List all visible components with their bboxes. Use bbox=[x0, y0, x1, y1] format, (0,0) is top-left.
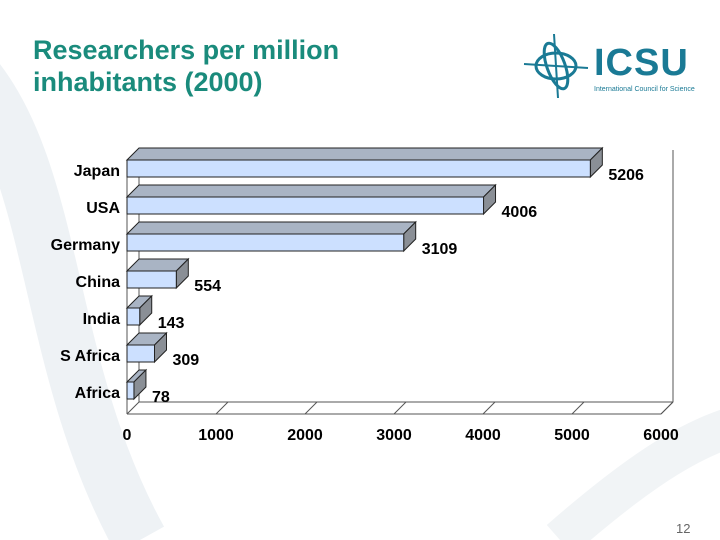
slide-title: Researchers per million inhabitants (200… bbox=[33, 34, 339, 98]
x-tick bbox=[393, 401, 407, 415]
data-label: 5206 bbox=[608, 167, 644, 184]
bar bbox=[126, 233, 405, 252]
bar bbox=[126, 159, 591, 178]
bar-top-face bbox=[125, 147, 604, 161]
x-tick bbox=[482, 401, 496, 415]
x-tick bbox=[215, 401, 229, 415]
page-number: 12 bbox=[676, 521, 691, 536]
bar-top-face bbox=[125, 221, 417, 235]
x-tick-label: 4000 bbox=[465, 427, 501, 444]
title-line-2: inhabitants (2000) bbox=[33, 67, 263, 97]
bar bbox=[126, 381, 135, 400]
bar bbox=[126, 270, 177, 289]
x-tick bbox=[304, 401, 318, 415]
icsu-globe-icon bbox=[523, 33, 589, 99]
logo-wordmark: ICSU bbox=[594, 42, 689, 84]
icsu-logo: ICSU International Council for Science bbox=[522, 28, 712, 100]
data-label: 143 bbox=[158, 315, 185, 332]
category-label: Japan bbox=[74, 163, 120, 180]
data-label: 3109 bbox=[422, 241, 458, 258]
category-label: S Africa bbox=[60, 348, 120, 365]
x-tick-label: 6000 bbox=[643, 427, 679, 444]
x-tick bbox=[126, 401, 140, 415]
bar bbox=[126, 307, 141, 326]
chart-bars bbox=[125, 146, 604, 401]
title-line-1: Researchers per million bbox=[33, 35, 340, 65]
x-tick bbox=[571, 401, 585, 415]
x-tick-label: 5000 bbox=[554, 427, 590, 444]
category-label: Germany bbox=[51, 237, 120, 254]
category-label: Africa bbox=[75, 385, 120, 402]
x-tick-label: 1000 bbox=[198, 427, 234, 444]
data-label: 4006 bbox=[502, 204, 538, 221]
data-label: 554 bbox=[194, 278, 221, 295]
data-label: 78 bbox=[152, 389, 170, 406]
bar bbox=[126, 196, 485, 215]
x-tick-label: 3000 bbox=[376, 427, 412, 444]
x-tick-label: 0 bbox=[123, 427, 132, 444]
category-label: India bbox=[83, 311, 120, 328]
data-label: 309 bbox=[173, 352, 200, 369]
bar-top-face bbox=[125, 184, 497, 198]
category-label: USA bbox=[86, 200, 120, 217]
logo-subtitle: International Council for Science bbox=[594, 86, 695, 93]
x-tick-label: 2000 bbox=[287, 427, 323, 444]
x-tick bbox=[660, 401, 674, 415]
chart-labels: 0 1000 2000 3000 4000 5000 6000 Japan 5206 USA 400… bbox=[51, 163, 679, 444]
category-label: China bbox=[76, 274, 121, 291]
bar bbox=[126, 344, 156, 363]
